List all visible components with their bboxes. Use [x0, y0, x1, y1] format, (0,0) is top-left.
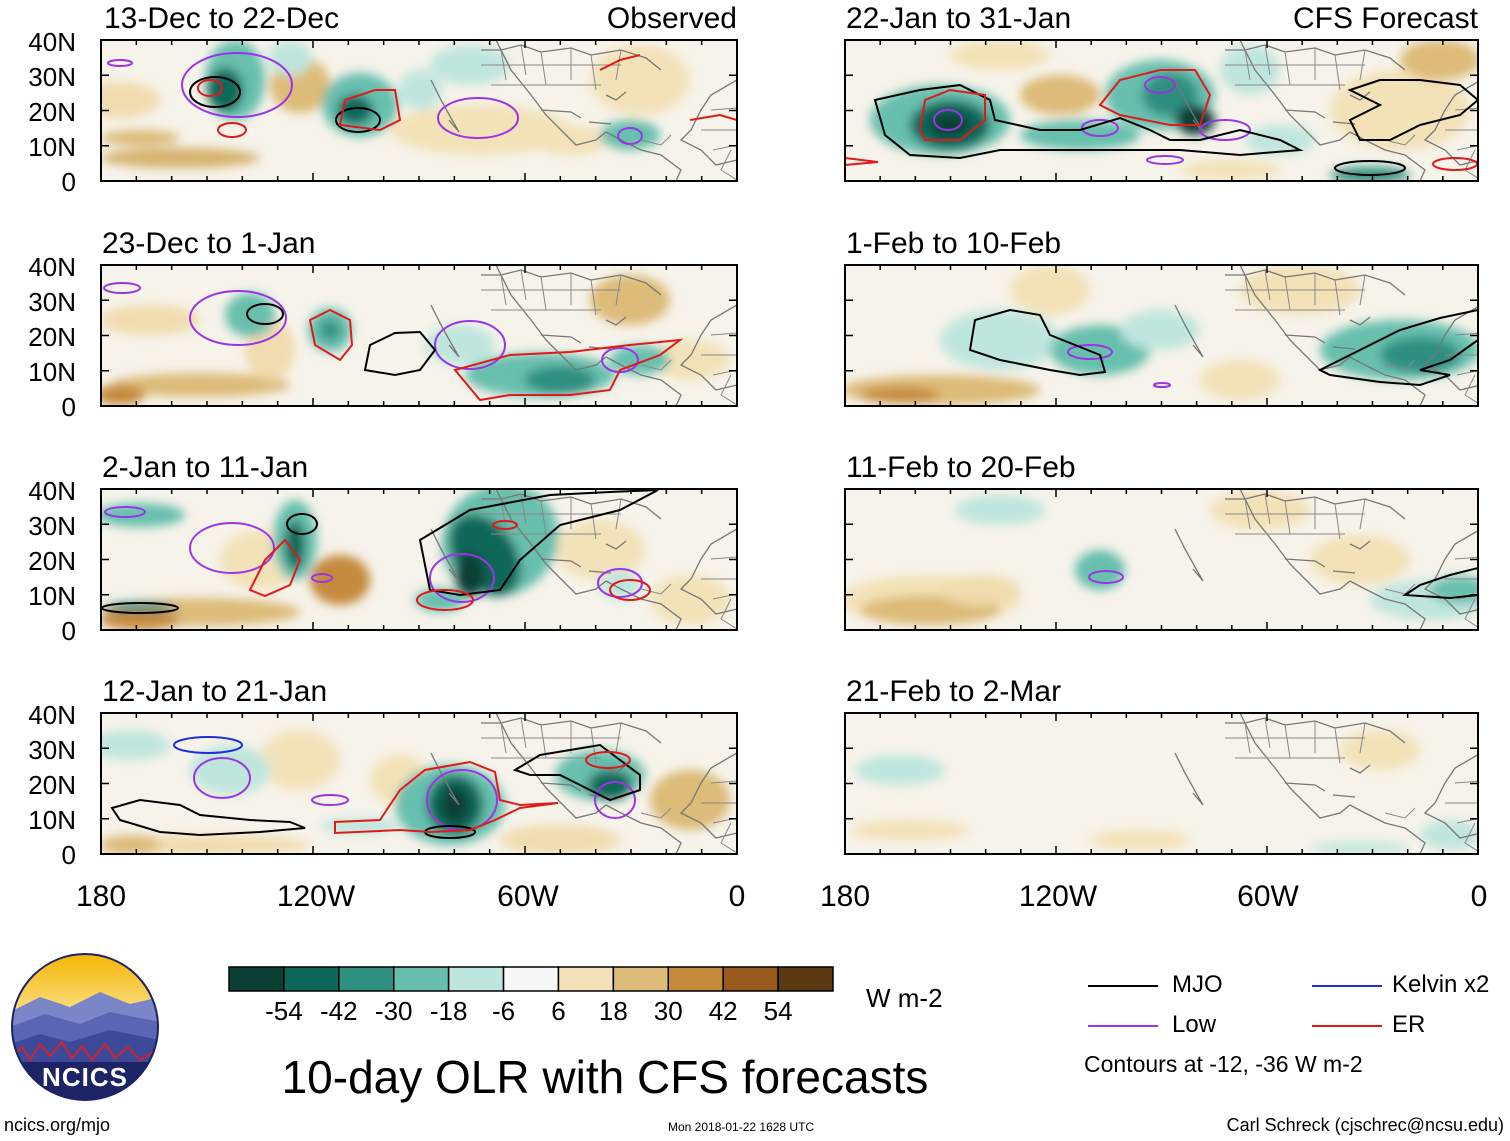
panel-5-period: 22-Jan to 31-Jan [846, 2, 1072, 35]
lat-label: 30N [28, 735, 76, 765]
colorbar-swatch [777, 966, 834, 992]
lon-label: 180 [819, 880, 871, 913]
lat-label: 40N [28, 476, 76, 506]
lon-label: 120W [1018, 880, 1098, 913]
colorbar-tick-label: -6 [491, 996, 516, 1026]
panel-6-period: 1-Feb to 10-Feb [846, 227, 1062, 260]
panel-8-map [845, 713, 1478, 854]
panel-4-period: 12-Jan to 21-Jan [102, 675, 328, 708]
lat-label: 30N [28, 62, 76, 92]
panel-7-period: 11-Feb to 20-Feb [846, 451, 1076, 484]
lat-label: 20N [28, 322, 76, 352]
panel-5-tag: CFS Forecast [1292, 2, 1478, 35]
lat-label: 30N [28, 287, 76, 317]
colorbar-tick-label: 6 [551, 996, 566, 1026]
lat-label: 10N [28, 357, 76, 387]
footer-url: ncics.org/mjo [4, 1115, 111, 1135]
lat-label: 30N [28, 511, 76, 541]
footer-timestamp: Mon 2018-01-22 1628 UTC [668, 1120, 815, 1134]
colorbar-tick-label: 30 [653, 996, 683, 1026]
footer-credit: Carl Schreck (cjschrec@ncsu.edu) [1226, 1115, 1504, 1135]
lat-label: 40N [28, 252, 76, 282]
colorbar-tick-label: -54 [265, 996, 303, 1026]
colorbar-swatch [283, 966, 340, 992]
colorbar-swatch [447, 966, 505, 992]
panel-4-map [101, 713, 737, 854]
lat-label: 10N [28, 132, 76, 162]
colorbar-swatch [667, 966, 724, 992]
lon-label: 180 [75, 880, 127, 913]
lat-label: 20N [28, 546, 76, 576]
lat-label: 10N [28, 581, 76, 611]
lat-label: 20N [28, 97, 76, 127]
legend-low: Low [1172, 1011, 1217, 1038]
legend-er: ER [1392, 1011, 1426, 1038]
panel-3-map [101, 489, 737, 630]
legend-kelvin: Kelvin x2 [1392, 971, 1490, 998]
legend-note: Contours at -12, -36 W m-2 [1084, 1051, 1363, 1077]
colorbar-tick-label: 18 [598, 996, 628, 1026]
lon-label: 60W [497, 880, 559, 913]
lon-label: 120W [276, 880, 356, 913]
panel-3-period: 2-Jan to 11-Jan [102, 451, 309, 484]
panel-7-map [845, 489, 1478, 630]
colorbar-swatch [228, 966, 285, 992]
lat-label: 0 [61, 167, 76, 197]
panel-1-map [101, 40, 737, 181]
lat-label: 0 [61, 840, 76, 870]
lat-label: 0 [61, 616, 76, 646]
lat-label: 40N [28, 27, 76, 57]
panel-5-map [845, 40, 1478, 181]
colorbar-swatch [612, 966, 670, 992]
colorbar-tick-label: -42 [320, 996, 358, 1026]
legend-mjo: MJO [1172, 971, 1223, 998]
colorbar-swatch [392, 966, 450, 992]
lat-label: 40N [28, 700, 76, 730]
lat-label: 20N [28, 770, 76, 800]
panel-2-period: 23-Dec to 1-Jan [102, 227, 316, 260]
colorbar-swatch [338, 966, 395, 992]
logo-text: NCICS [42, 1062, 128, 1092]
panel-6-map [845, 265, 1478, 406]
colorbar-tick-label: 54 [763, 996, 793, 1026]
lat-label: 0 [61, 392, 76, 422]
panel-1-tag: Observed [606, 2, 737, 35]
colorbar-units: W m-2 [866, 983, 943, 1013]
figure-title: 10-day OLR with CFS forecasts [281, 1051, 929, 1103]
colorbar-swatch [722, 966, 779, 992]
colorbar-tick-label: -18 [429, 996, 468, 1026]
colorbar-swatch [557, 966, 615, 992]
colorbar-swatch [502, 966, 560, 992]
panel-2-map [101, 265, 737, 406]
colorbar-tick-label: 42 [708, 996, 738, 1026]
ncics-logo: NCICS [10, 952, 160, 1102]
lon-label: 60W [1237, 880, 1299, 913]
lat-label: 10N [28, 805, 76, 835]
colorbar-tick-label: -30 [374, 996, 413, 1026]
panel-1-period: 13-Dec to 22-Dec [104, 2, 340, 35]
axis-ticks [100, 39, 1479, 855]
panel-8-period: 21-Feb to 2-Mar [846, 675, 1062, 708]
lon-label: 0 [728, 880, 746, 913]
lon-label: 0 [1470, 880, 1488, 913]
